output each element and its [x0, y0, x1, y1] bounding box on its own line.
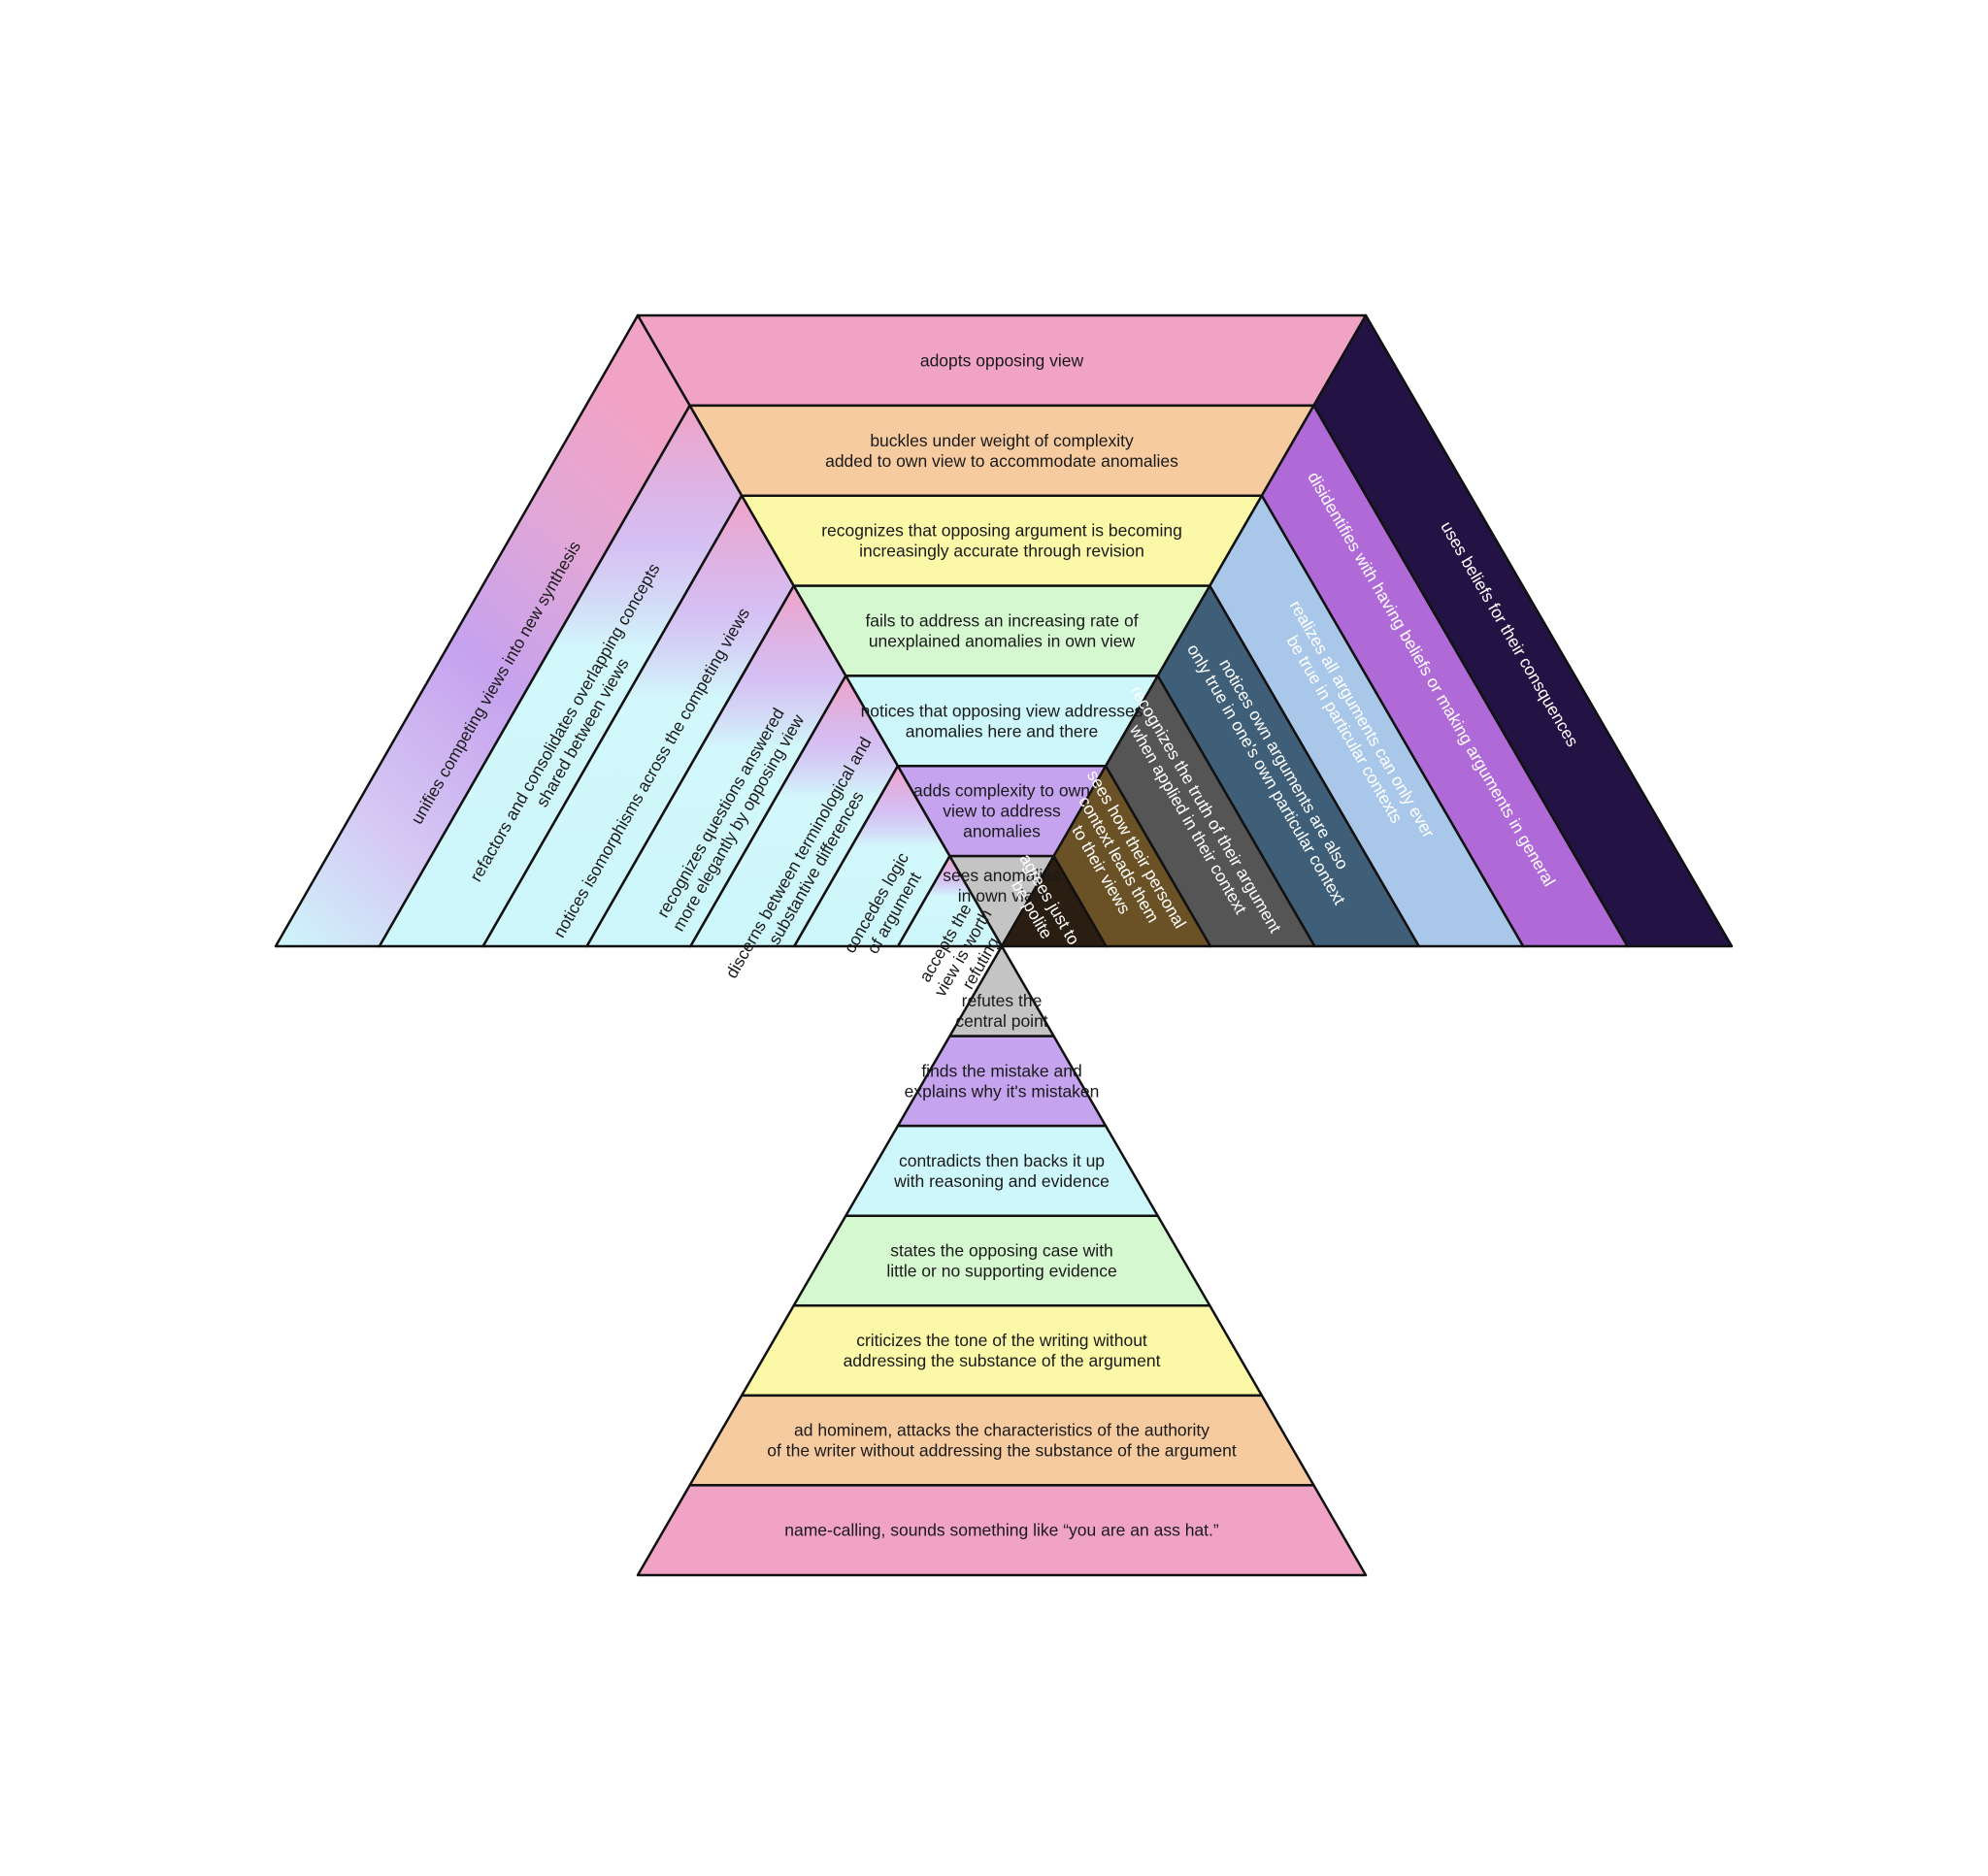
top-row-label-5-line: anomalies — [963, 822, 1041, 841]
apex-label: sees anomalies in own view — [943, 866, 1061, 905]
top-row-label-5-line: adds complexity to own — [913, 781, 1090, 801]
apex-label-line: in own view — [958, 886, 1046, 905]
left-band-6 — [896, 854, 1004, 948]
top-row-label-5: adds complexity to own view to address ano… — [913, 781, 1090, 841]
bottom-row-label-3-line: states the opposing case with — [890, 1241, 1113, 1261]
top-row-label-4: notices that opposing view addresses anom… — [861, 701, 1143, 741]
bottom-row-label-6-line: name-calling, sounds something like “you… — [784, 1521, 1219, 1540]
bottom-row-label-5-line: of the writer without addressing the sub… — [767, 1441, 1237, 1461]
bottom-row-label-1: finds the mistake and explains why it's m… — [905, 1061, 1100, 1101]
bottom-row-label-2-line: contradicts then backs it up — [899, 1151, 1105, 1170]
bottom-row-label-4-line: criticizes the tone of the writing witho… — [856, 1331, 1147, 1350]
bottom-row-label-4: criticizes the tone of the writing witho… — [844, 1331, 1161, 1370]
top-row-label-2-line: recognizes that opposing argument is bec… — [821, 521, 1182, 541]
bottom-pyramid-rows — [636, 944, 1368, 1577]
right-band-6 — [1000, 854, 1108, 948]
apex-label-line: sees anomalies — [943, 866, 1061, 885]
top-row-label-0: adopts opposing view — [920, 350, 1084, 370]
top-row-label-4-line: anomalies here and there — [906, 721, 1098, 741]
top-row-label-3: fails to address an increasing rate of un… — [865, 611, 1138, 651]
bottom-row-label-1-line: explains why it's mistaken — [905, 1081, 1100, 1101]
bottom-row-label-5: ad hominem, attacks the characteristics … — [767, 1421, 1237, 1461]
top-row-label-5-line: view to address — [943, 802, 1061, 821]
bottom-row-label-4-line: addressing the substance of the argument — [844, 1351, 1161, 1370]
bottom-row-label-0-line: refutes the — [962, 991, 1043, 1010]
bottom-row-label-3: states the opposing case with little or n… — [886, 1241, 1116, 1281]
bottom-row-label-6: name-calling, sounds something like “you… — [784, 1521, 1219, 1540]
right-bands-group — [1000, 313, 1734, 948]
bottom-row-label-2: contradicts then backs it up with reasoni… — [893, 1151, 1110, 1191]
top-row-label-1: buckles under weight of complexity added … — [825, 431, 1178, 471]
bottom-row-label-0: refutes the central point — [955, 991, 1047, 1031]
top-row-label-2: recognizes that opposing argument is bec… — [821, 521, 1182, 561]
bottom-row-label-5-line: ad hominem, attacks the characteristics … — [794, 1421, 1209, 1440]
top-row-label-0-line: adopts opposing view — [920, 350, 1084, 370]
bottom-row-6 — [636, 1484, 1368, 1577]
top-row-label-4-line: notices that opposing view addresses — [861, 701, 1143, 720]
top-row-label-3-line: unexplained anomalies in own view — [869, 632, 1136, 651]
bottom-row-label-3-line: little or no supporting evidence — [886, 1262, 1116, 1281]
top-row-label-1-line: buckles under weight of complexity — [870, 431, 1134, 450]
bottom-row-label-0-line: central point — [955, 1011, 1047, 1031]
top-row-label-2-line: increasingly accurate through revision — [859, 542, 1144, 561]
top-row-label-1-line: added to own view to accommodate anomali… — [825, 451, 1178, 471]
bottom-row-label-1-line: finds the mistake and — [921, 1061, 1081, 1080]
top-row-label-3-line: fails to address an increasing rate of — [865, 611, 1138, 631]
bottom-row-label-2-line: with reasoning and evidence — [893, 1171, 1110, 1191]
left-bands-group — [274, 313, 1004, 948]
